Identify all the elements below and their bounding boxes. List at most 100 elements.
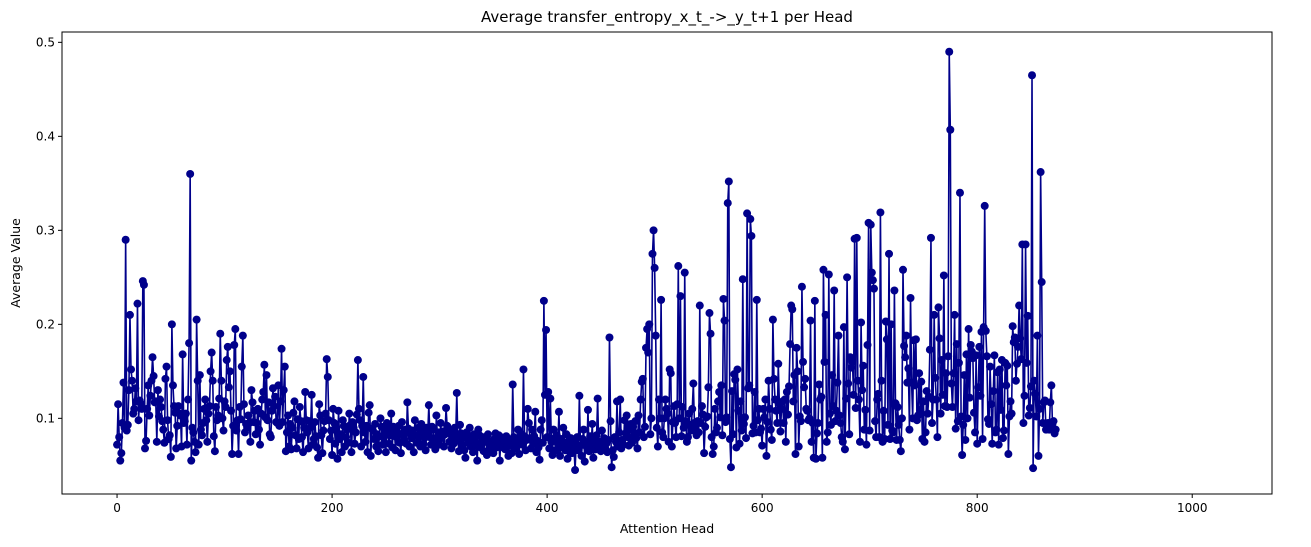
data-point: [606, 417, 615, 426]
data-point: [714, 397, 723, 406]
data-point: [301, 388, 310, 397]
data-point: [194, 440, 203, 449]
data-point: [1008, 322, 1017, 331]
data-point: [234, 450, 243, 459]
data-point: [823, 428, 832, 437]
data-point: [857, 318, 866, 327]
data-point: [376, 414, 385, 423]
data-point: [579, 425, 588, 434]
data-point: [344, 438, 353, 447]
data-point: [889, 428, 898, 437]
data-point: [239, 400, 248, 409]
data-point: [978, 435, 987, 444]
data-point: [923, 409, 932, 418]
data-point: [461, 453, 470, 462]
data-point: [202, 416, 211, 425]
data-point: [915, 369, 924, 378]
data-point: [830, 286, 839, 295]
x-tick-label: 600: [751, 501, 774, 515]
data-point: [333, 454, 342, 463]
data-point: [588, 419, 597, 428]
data-point: [936, 409, 945, 418]
data-point: [262, 371, 271, 380]
data-point: [729, 430, 738, 439]
data-point: [876, 208, 885, 217]
data-point: [236, 415, 245, 424]
data-point: [609, 452, 618, 461]
data-point: [593, 394, 602, 403]
data-point: [916, 405, 925, 414]
data-point: [697, 402, 706, 411]
data-point: [161, 374, 170, 383]
data-point: [822, 437, 831, 446]
data-point: [765, 404, 774, 413]
data-point: [887, 320, 896, 329]
data-point: [230, 341, 239, 350]
data-point: [270, 402, 279, 411]
data-markers: [113, 47, 1060, 475]
data-point: [563, 454, 572, 463]
data-point: [1033, 331, 1042, 340]
data-point: [947, 379, 956, 388]
data-point: [589, 453, 598, 462]
data-point: [766, 425, 775, 434]
data-point: [133, 299, 142, 308]
series-layer: [113, 47, 1060, 475]
data-point: [131, 384, 140, 393]
data-point: [616, 395, 625, 404]
data-point: [957, 412, 966, 421]
data-point: [720, 316, 729, 325]
data-point: [675, 414, 684, 423]
data-point: [152, 437, 161, 446]
data-point: [279, 386, 288, 395]
data-point: [677, 432, 686, 441]
data-point: [797, 282, 806, 291]
data-point: [928, 419, 937, 428]
data-point: [224, 383, 233, 392]
data-point: [833, 378, 842, 387]
data-point: [920, 437, 929, 446]
data-point: [1047, 381, 1056, 390]
data-point: [960, 371, 969, 380]
data-point: [932, 395, 941, 404]
data-point: [964, 325, 973, 334]
data-point: [882, 335, 891, 344]
data-point: [723, 199, 732, 208]
data-point: [359, 372, 368, 381]
data-point: [638, 374, 647, 383]
data-point: [803, 406, 812, 415]
data-point: [468, 448, 477, 457]
data-point: [844, 379, 853, 388]
data-point: [931, 373, 940, 382]
data-point: [894, 420, 903, 429]
data-point: [345, 409, 354, 418]
data-point: [954, 358, 963, 367]
data-point: [726, 463, 735, 472]
data-point: [917, 377, 926, 386]
data-point: [817, 392, 826, 401]
data-point: [307, 390, 316, 399]
data-point: [735, 439, 744, 448]
data-point: [639, 433, 648, 442]
data-point: [1032, 412, 1041, 421]
data-point: [223, 342, 232, 351]
x-axis: 0 200 400 600 800 1000: [113, 494, 1207, 515]
data-point: [998, 434, 1007, 443]
data-point: [332, 423, 341, 432]
data-point: [210, 447, 219, 456]
data-point: [815, 380, 824, 389]
x-tick-label: 0: [113, 501, 121, 515]
data-point: [791, 450, 800, 459]
data-point: [652, 423, 661, 432]
data-point: [1015, 301, 1024, 310]
data-point: [969, 408, 978, 417]
x-tick-label: 1000: [1177, 501, 1208, 515]
data-point: [615, 428, 624, 437]
data-point: [125, 310, 134, 319]
data-point: [1002, 381, 1011, 390]
x-tick-label: 200: [321, 501, 344, 515]
data-point: [114, 400, 123, 409]
data-point: [644, 348, 653, 357]
data-point: [973, 439, 982, 448]
